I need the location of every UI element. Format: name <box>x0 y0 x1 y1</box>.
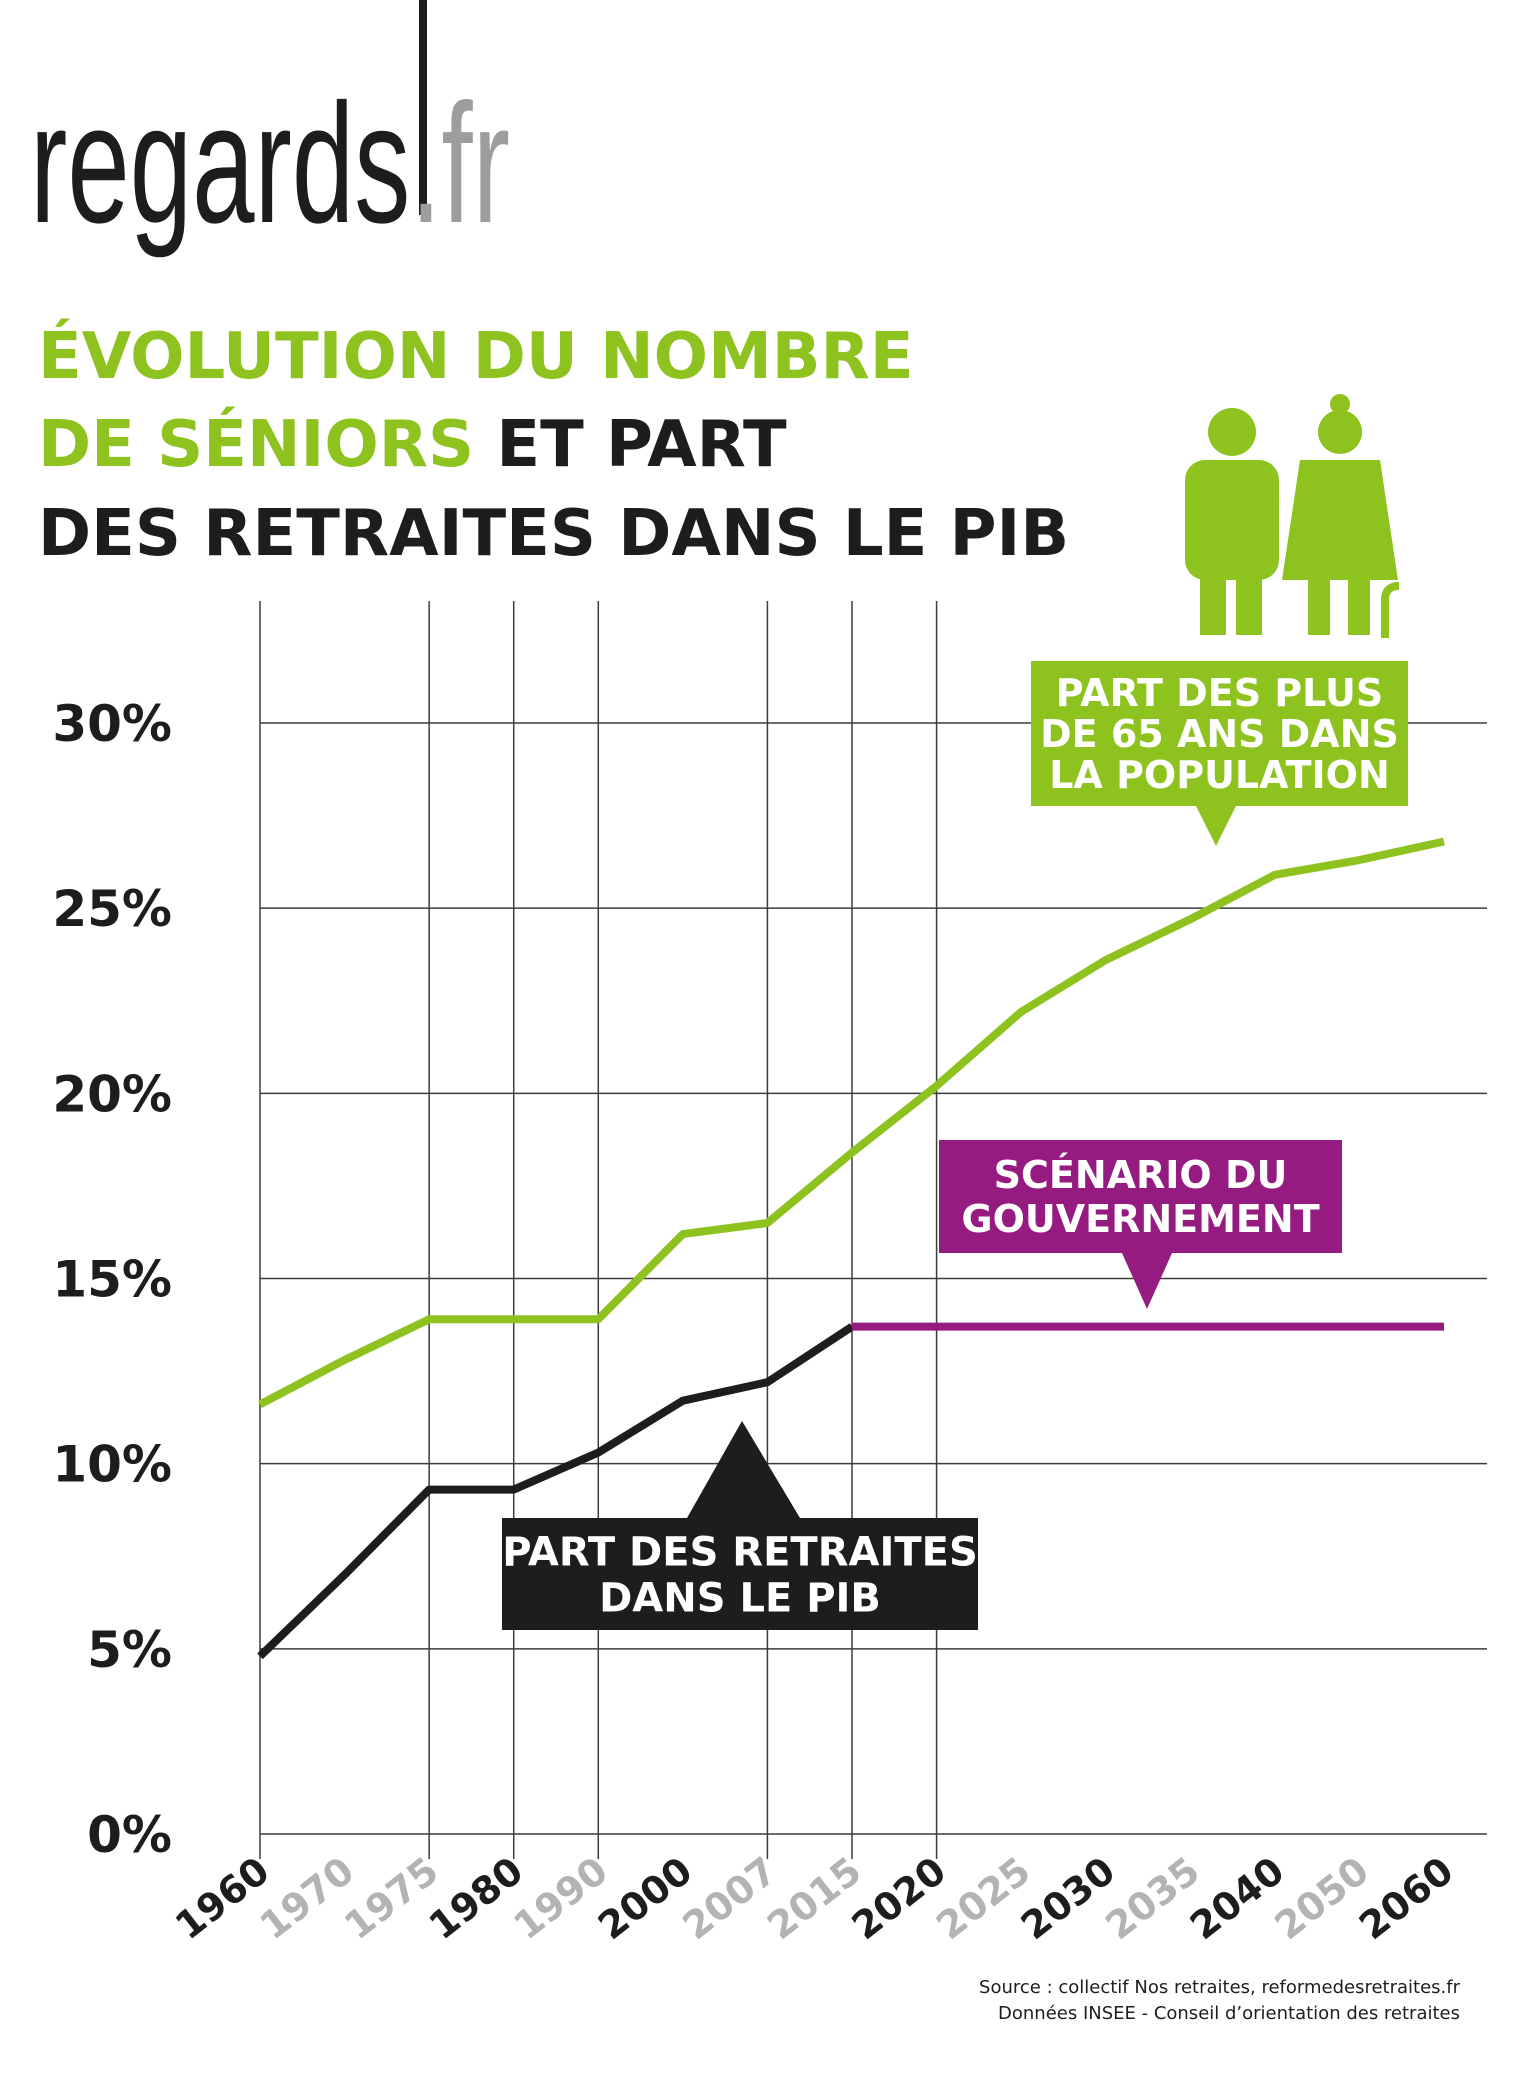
callout-text: DE 65 ANS DANS <box>1040 712 1399 756</box>
x-tick-label: 1980 <box>421 1848 531 1948</box>
title-line: ÉVOLUTION DU NOMBRE <box>38 318 914 394</box>
callout-text: DANS LE PIB <box>599 1575 881 1621</box>
y-tick-label: 20% <box>52 1065 172 1123</box>
source: Source : collectif Nos retraites, reform… <box>979 1977 1461 1998</box>
callout-text: PART DES PLUS <box>1056 671 1384 715</box>
title-line: DES RETRAITES DANS LE PIB <box>38 497 1069 571</box>
x-tick-label: 1960 <box>167 1848 277 1948</box>
seniors-icon <box>1185 394 1400 638</box>
y-tick-label: 15% <box>52 1251 172 1309</box>
logo-main: regards <box>30 69 410 259</box>
title-part: DE SÉNIORS <box>38 406 474 482</box>
x-tick-label: 2030 <box>1013 1848 1123 1948</box>
series-line <box>258 837 1445 1408</box>
callout-box <box>502 1518 978 1630</box>
callout-box <box>939 1140 1342 1253</box>
x-tick-label: 2050 <box>1267 1848 1377 1948</box>
x-tick-label: 1970 <box>252 1848 362 1948</box>
logo-suffix: .fr <box>410 69 510 259</box>
title-line: DE SÉNIORS ET PART <box>38 406 787 482</box>
series-line <box>257 1323 855 1660</box>
title-part: ET PART <box>474 408 787 482</box>
y-tick-label: 30% <box>52 695 172 753</box>
callout-pointer <box>1122 1253 1172 1309</box>
x-tick-label: 2000 <box>590 1848 700 1948</box>
x-tick-label: 2025 <box>928 1848 1038 1948</box>
y-tick-label: 10% <box>52 1436 172 1494</box>
plot: 0%5%10%15%20%25%30%196019701975198019902… <box>52 601 1487 1948</box>
y-tick-label: 0% <box>87 1806 172 1864</box>
source: Données INSEE - Conseil d’orientation de… <box>998 2003 1460 2024</box>
logo: regards.fr <box>30 69 510 259</box>
x-tick-label: 2040 <box>1182 1848 1292 1948</box>
x-tick-label: 2060 <box>1351 1848 1461 1948</box>
x-tick-label: 1975 <box>336 1848 446 1948</box>
callout-pointer <box>1196 806 1236 846</box>
callout-text: GOUVERNEMENT <box>961 1197 1319 1241</box>
callout-box <box>1031 661 1408 806</box>
callout-text: SCÉNARIO DU <box>994 1153 1288 1197</box>
x-tick-label: 2020 <box>844 1848 954 1948</box>
y-tick-label: 25% <box>52 880 172 938</box>
callout-text: LA POPULATION <box>1049 753 1390 797</box>
callout-text: PART DES RETRAITES <box>502 1529 978 1575</box>
callout-pointer <box>687 1421 800 1518</box>
x-tick-label: 2015 <box>759 1848 869 1948</box>
y-tick-label: 5% <box>87 1621 172 1679</box>
x-tick-label: 2035 <box>1097 1848 1207 1948</box>
x-tick-label: 2007 <box>675 1848 785 1948</box>
x-tick-label: 1990 <box>505 1848 615 1948</box>
